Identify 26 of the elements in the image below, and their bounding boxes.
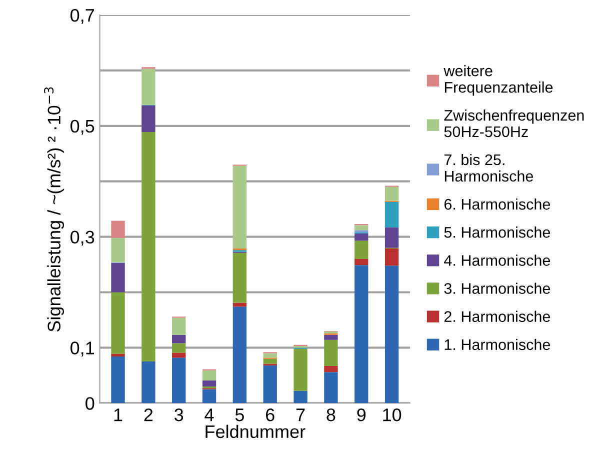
legend-label: 4. Harmonische (444, 254, 550, 266)
x-tick-label: 8 (326, 408, 336, 422)
x-tick-label: 7 (296, 408, 305, 422)
x-tick-label: 4 (204, 408, 214, 422)
y-tick-label: 0,7 (70, 8, 94, 24)
x-tick-label: 3 (174, 408, 184, 422)
y-tick-label: 0,5 (70, 120, 94, 135)
x-tick-label: 6 (266, 408, 274, 422)
x-axis-title: Feldnummer (206, 424, 306, 438)
x-tick-label: 1 (114, 408, 122, 422)
legend-label: 6. Harmonische (444, 198, 550, 210)
x-tick-label: 9 (357, 408, 366, 422)
x-tick-label: 2 (144, 408, 153, 422)
y-axis-title: Signalleistung / ~(m/s²) ² ·10$^{−3}$ (44, 87, 64, 332)
legend-label: 5. Harmonische (444, 226, 550, 238)
legend-label: 7. bis 25. Harmonische (444, 154, 534, 182)
x-tick-label: 5 (235, 408, 244, 422)
legend-label: weitere Frequenzanteile (444, 65, 553, 96)
legend-label: Zwischenfrequenzen 50Hz-550Hz (444, 110, 584, 138)
x-tick-label: 10 (383, 408, 402, 422)
legend-label: 1. Harmonische (444, 338, 550, 350)
legend-label: 3. Harmonische (444, 282, 550, 294)
y-tick-label: 0 (86, 397, 94, 410)
y-tick-label: 0,3 (70, 230, 94, 246)
legend-label: 2. Harmonische (444, 310, 550, 322)
y-tick-label: 0,1 (70, 342, 94, 357)
